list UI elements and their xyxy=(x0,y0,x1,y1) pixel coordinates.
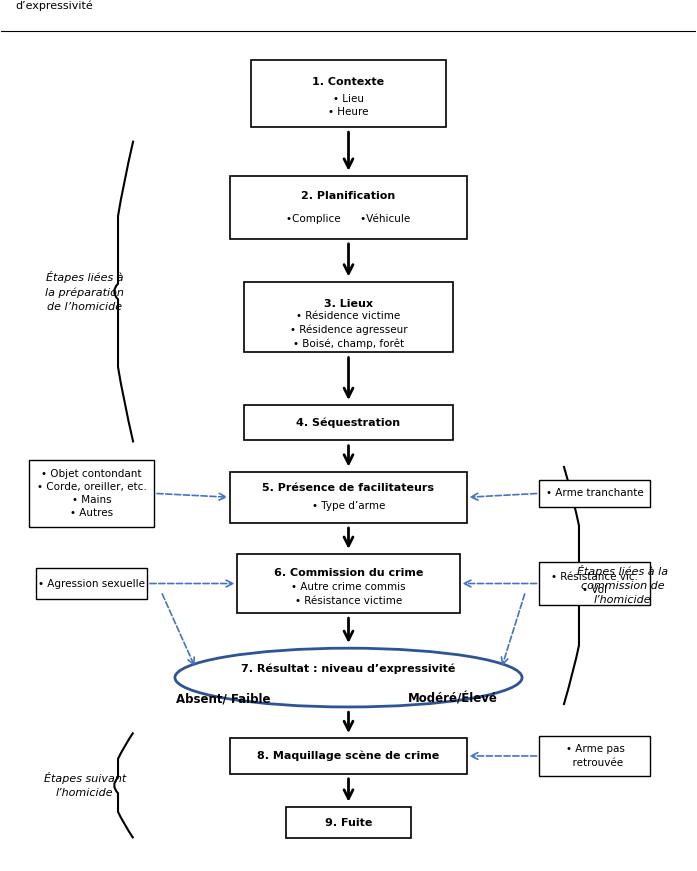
Text: 4. Séquestration: 4. Séquestration xyxy=(296,417,401,428)
Text: • Autre crime commis
• Résistance victime: • Autre crime commis • Résistance victim… xyxy=(291,583,406,605)
Text: Étapes liées à la
commission de
l’homicide: Étapes liées à la commission de l’homici… xyxy=(577,565,668,605)
FancyBboxPatch shape xyxy=(539,562,650,605)
Text: 6. Commission du crime: 6. Commission du crime xyxy=(274,568,423,578)
Text: • Résistance vic.
• Vol: • Résistance vic. • Vol xyxy=(551,572,638,595)
Text: •Complice      •Véhicule: •Complice •Véhicule xyxy=(286,213,411,224)
Text: 8. Maquillage scène de crime: 8. Maquillage scène de crime xyxy=(257,751,440,761)
Text: 5. Présence de facilitateurs: 5. Présence de facilitateurs xyxy=(263,483,434,493)
Text: Étapes liées à
la préparation
de l’homicide: Étapes liées à la préparation de l’homic… xyxy=(45,271,124,312)
FancyBboxPatch shape xyxy=(252,60,445,127)
Text: • Agression sexuelle: • Agression sexuelle xyxy=(38,578,145,589)
FancyBboxPatch shape xyxy=(231,472,466,523)
FancyBboxPatch shape xyxy=(36,568,147,599)
FancyBboxPatch shape xyxy=(238,554,459,613)
Text: Étapes suivant
l’homicide: Étapes suivant l’homicide xyxy=(44,773,126,799)
Text: Absent/ Faible: Absent/ Faible xyxy=(176,692,271,706)
Text: 7. Résultat : niveau d’expressivité: 7. Résultat : niveau d’expressivité xyxy=(241,664,456,674)
Ellipse shape xyxy=(175,648,522,707)
FancyBboxPatch shape xyxy=(231,176,466,239)
Text: 3. Lieux: 3. Lieux xyxy=(324,300,373,309)
FancyBboxPatch shape xyxy=(539,736,650,775)
Text: 2. Planification: 2. Planification xyxy=(301,191,396,201)
Text: • Type d’arme: • Type d’arme xyxy=(312,502,385,511)
Text: d’expressivité: d’expressivité xyxy=(15,1,93,11)
Text: • Objet contondant
• Corde, oreiller, etc.
• Mains
• Autres: • Objet contondant • Corde, oreiller, et… xyxy=(37,469,146,518)
FancyBboxPatch shape xyxy=(231,739,466,773)
FancyBboxPatch shape xyxy=(29,460,154,527)
Text: 9. Fuite: 9. Fuite xyxy=(325,818,372,827)
Text: 1. Contexte: 1. Contexte xyxy=(312,77,385,86)
Text: • Résidence victime
• Résidence agresseur
• Boisé, champ, forêt: • Résidence victime • Résidence agresseu… xyxy=(290,311,407,348)
Text: Modéré/Élevé: Modéré/Élevé xyxy=(408,692,498,706)
Text: • Arme tranchante: • Arme tranchante xyxy=(546,489,644,498)
FancyBboxPatch shape xyxy=(286,807,411,838)
FancyBboxPatch shape xyxy=(245,405,452,441)
FancyBboxPatch shape xyxy=(245,281,452,352)
Text: • Lieu
• Heure: • Lieu • Heure xyxy=(328,94,369,118)
Text: • Arme pas
  retrouvée: • Arme pas retrouvée xyxy=(565,745,625,767)
FancyBboxPatch shape xyxy=(539,480,650,507)
